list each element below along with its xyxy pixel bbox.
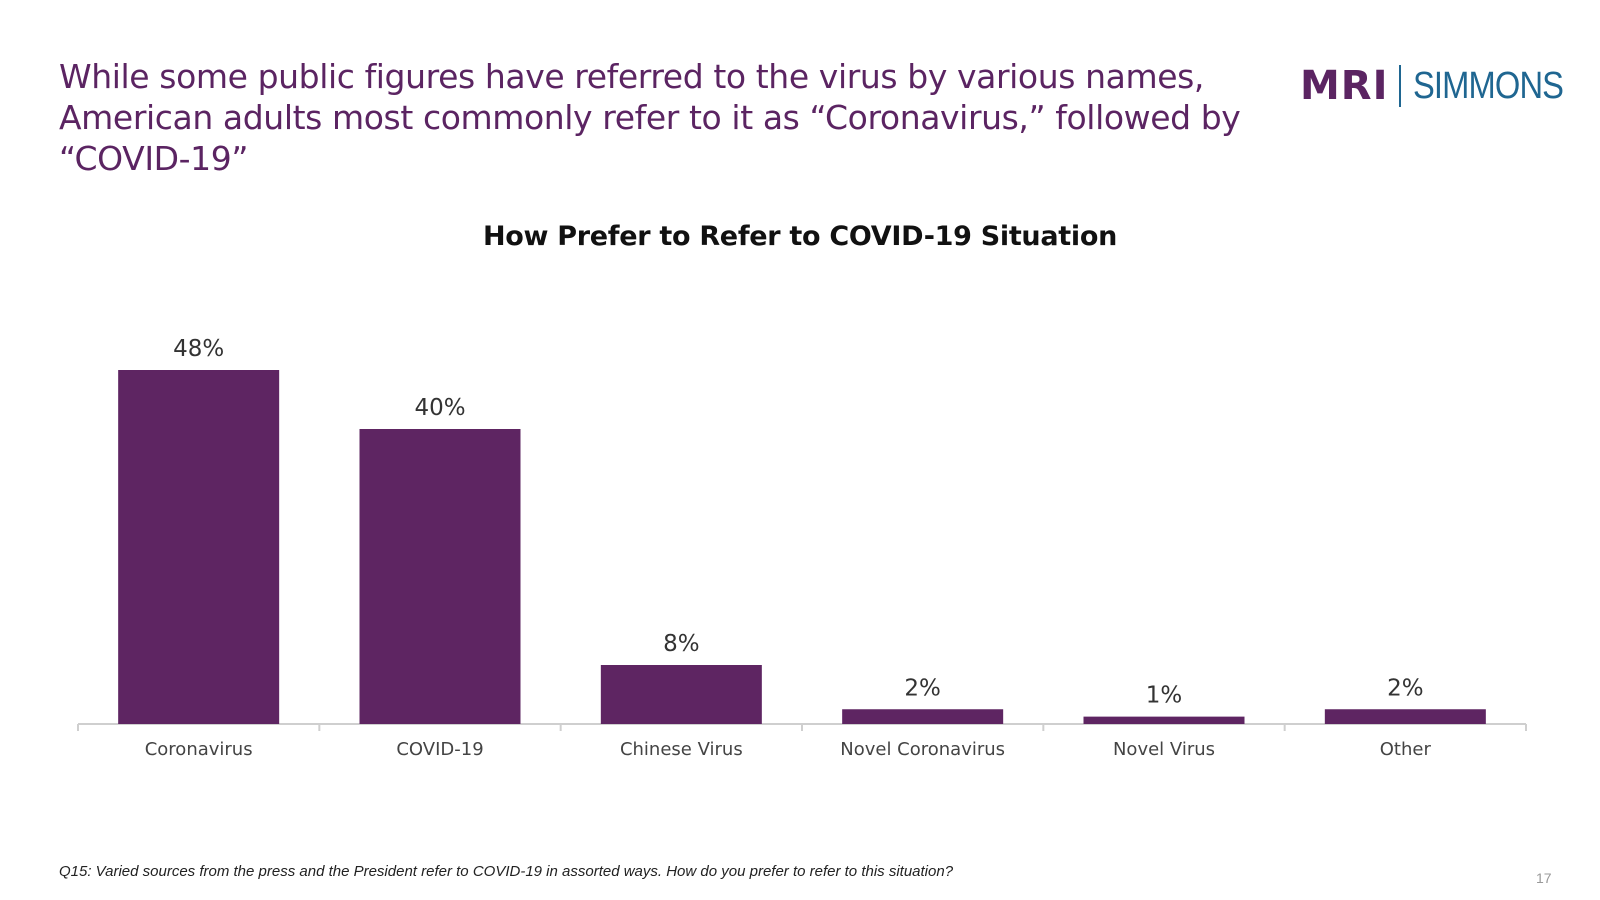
question-footnote: Q15: Varied sources from the press and t… <box>59 863 954 880</box>
logo-simmons-text: SIMMONS <box>1412 64 1564 107</box>
data-label: 48% <box>173 336 224 362</box>
chart-title: How Prefer to Refer to COVID-19 Situatio… <box>482 221 1118 252</box>
slide-headline: While some public figures have referred … <box>59 57 1241 178</box>
bar-coronavirus <box>118 370 280 724</box>
logo-mri-text: MRI <box>1300 63 1389 109</box>
bar-novel-coronavirus <box>842 709 1004 724</box>
data-label: 1% <box>1146 683 1183 709</box>
category-label: Novel Virus <box>1113 739 1215 760</box>
data-label: 2% <box>1387 675 1424 701</box>
category-label: Coronavirus <box>145 739 253 760</box>
category-label: Novel Coronavirus <box>840 739 1005 760</box>
category-label: Other <box>1380 739 1432 760</box>
logo-divider <box>1398 65 1401 107</box>
data-label: 8% <box>663 631 700 657</box>
mri-simmons-logo: MRI SIMMONS <box>1300 62 1587 110</box>
data-label: 2% <box>904 675 941 701</box>
category-label: COVID-19 <box>396 739 483 760</box>
bar-chinese-virus <box>600 665 762 724</box>
bar-other <box>1324 709 1486 724</box>
data-label: 40% <box>414 395 465 421</box>
bar-covid-19 <box>359 429 521 724</box>
bar-novel-virus <box>1083 716 1245 724</box>
category-label: Chinese Virus <box>620 739 743 760</box>
page-number: 17 <box>1536 870 1552 886</box>
